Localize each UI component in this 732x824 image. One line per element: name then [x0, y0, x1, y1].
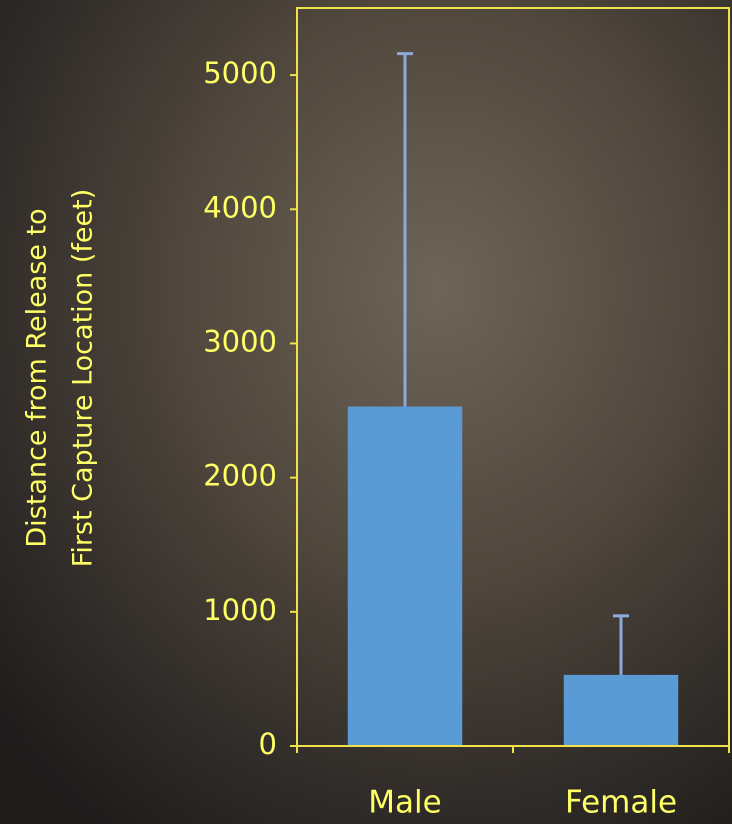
y-tick-label: 2000	[203, 459, 277, 493]
y-tick-label: 5000	[203, 56, 277, 90]
y-tick-label: 0	[259, 727, 277, 761]
y-tick-label: 3000	[203, 324, 277, 358]
y-axis-label: First Capture Location (feet)	[68, 189, 99, 568]
bar	[347, 406, 463, 746]
y-tick-label: 4000	[203, 190, 277, 224]
x-tick-label: Male	[368, 785, 441, 821]
error-bar	[613, 614, 629, 675]
bar	[563, 674, 679, 746]
y-tick-label: 1000	[203, 593, 277, 627]
error-bar	[397, 52, 413, 407]
y-axis-label: Distance from Release to	[22, 208, 53, 547]
x-tick-label: Female	[565, 785, 677, 821]
